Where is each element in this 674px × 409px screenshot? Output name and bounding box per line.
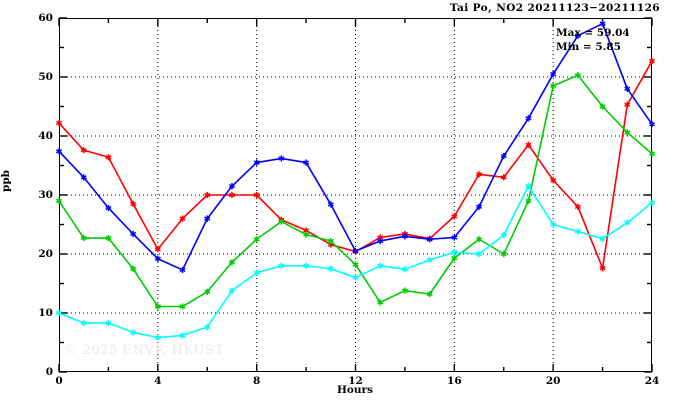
y-tick-label-10: 10 (38, 307, 53, 319)
min-annotation: Min = 5.85 (556, 41, 621, 53)
x-tick-label-24: 24 (644, 375, 660, 387)
tick-layer (58, 17, 653, 373)
x-axis-title: Hours (336, 384, 374, 396)
x-tick-label-4: 4 (154, 375, 162, 387)
y-axis-title: ppb (0, 169, 12, 193)
y-tick-label-20: 20 (38, 248, 53, 260)
x-tick-label-12: 12 (348, 375, 363, 387)
max-annotation: Max = 59.04 (556, 27, 630, 39)
x-tick-label-8: 8 (253, 375, 261, 387)
chart-title: Tai Po, NO2 20211123−20211126 (449, 2, 660, 14)
series-red (55, 57, 656, 272)
y-tick-label-50: 50 (38, 71, 53, 83)
series-cyan (55, 183, 656, 341)
y-tick-label-30: 30 (38, 189, 53, 201)
x-tick-label-16: 16 (447, 375, 462, 387)
x-tick-label-0: 0 (55, 375, 63, 387)
series-green (55, 72, 656, 310)
y-tick-label-40: 40 (38, 130, 53, 142)
y-tick-label-0: 0 (45, 366, 53, 378)
series-layer (55, 20, 656, 341)
y-tick-label-60: 60 (38, 12, 53, 24)
grid-layer (59, 18, 652, 372)
series-blue (55, 20, 656, 274)
x-tick-label-20: 20 (545, 375, 561, 387)
